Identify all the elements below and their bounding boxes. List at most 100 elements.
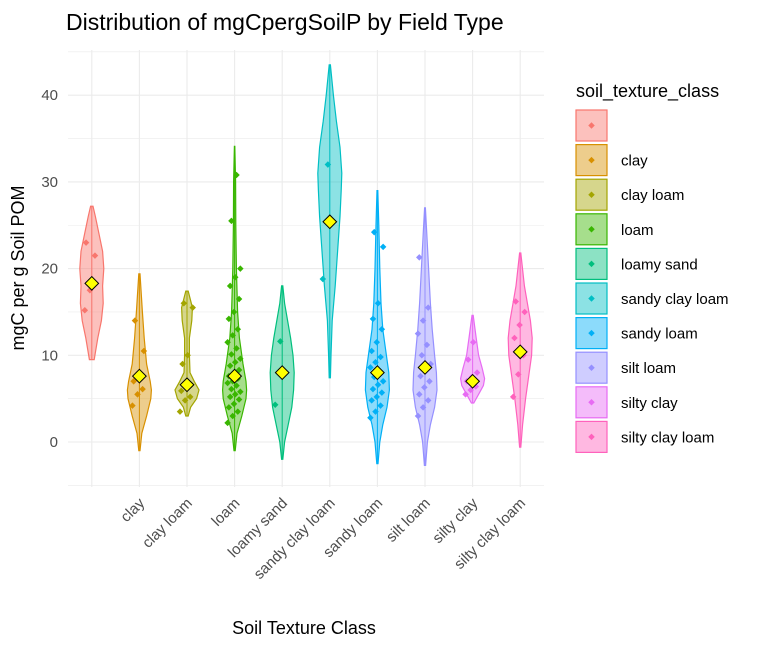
legend-item: sandy clay loam (575, 282, 729, 315)
data-point (419, 317, 427, 324)
chart-title: Distribution of mgCpergSoilP by Field Ty… (66, 9, 504, 35)
mean-marker (84, 275, 100, 291)
x-tick-label: clay (117, 494, 148, 525)
legend-key-point (588, 399, 595, 406)
data-point (139, 385, 146, 393)
data-point (319, 275, 327, 283)
violin-group (269, 285, 295, 460)
data-point (367, 414, 374, 421)
data-point (237, 265, 244, 272)
data-point (186, 393, 194, 401)
data-point (419, 404, 427, 411)
data-point (91, 252, 99, 259)
data-point (233, 171, 240, 179)
legend-label: silty clay (621, 395, 678, 412)
data-point (372, 358, 379, 366)
mean-marker (227, 368, 243, 384)
legend-label: loamy sand (621, 256, 698, 273)
data-point (372, 408, 379, 415)
data-point (224, 419, 231, 427)
data-point (377, 353, 384, 361)
x-tick-label: clay loam (139, 495, 196, 552)
data-point (230, 308, 238, 316)
legend-key-point (588, 295, 595, 302)
legend-key-point (588, 364, 595, 371)
data-point (228, 385, 235, 393)
legend-label: clay (621, 153, 648, 170)
data-point (421, 384, 428, 391)
data-point (368, 347, 375, 355)
y-tick-label: 20 (41, 261, 58, 278)
x-axis-title: Soil Texture Class (232, 618, 376, 638)
data-point (511, 334, 518, 342)
legend-key-point (588, 191, 595, 198)
data-point (374, 300, 382, 307)
data-point (237, 355, 244, 363)
legend-key-point (588, 156, 595, 164)
data-point (181, 397, 189, 404)
data-point (367, 364, 374, 371)
data-point (515, 371, 522, 378)
x-tick-label: silt loam (383, 495, 434, 546)
data-point (423, 341, 431, 349)
y-tick-label: 30 (41, 174, 58, 191)
legend-item: loam (575, 213, 654, 246)
data-point (509, 393, 517, 401)
y-tick-label: 40 (41, 87, 58, 104)
legend-item: clay (575, 144, 648, 177)
data-point (228, 217, 235, 225)
data-point (179, 360, 186, 368)
violin-group (507, 252, 533, 448)
data-point (426, 378, 433, 385)
data-point (134, 391, 141, 398)
legend-item: loamy sand (575, 247, 698, 280)
data-point (235, 396, 243, 403)
legend-key-point (588, 260, 595, 268)
data-point (374, 381, 382, 389)
x-tick-label: sandy clay loam (251, 495, 339, 583)
legend-item: sandy loam (575, 317, 698, 350)
legend-label: clay loam (621, 187, 684, 204)
data-point (379, 243, 387, 251)
y-tick-label: 10 (41, 347, 58, 364)
data-point (234, 326, 242, 333)
data-point (516, 321, 523, 329)
data-point (234, 408, 242, 415)
data-point (271, 401, 279, 408)
mean-marker (274, 365, 290, 381)
mean-marker (322, 214, 338, 230)
violin-group (412, 207, 438, 466)
data-point (130, 378, 137, 385)
data-point (226, 393, 234, 401)
x-tick-label: loam (208, 495, 243, 530)
data-point (224, 379, 231, 387)
legend-title: soil_texture_class (576, 81, 719, 102)
data-point (235, 295, 243, 303)
data-point (369, 385, 377, 393)
legend-key-point (588, 226, 595, 233)
data-point (414, 330, 422, 337)
data-point (377, 402, 384, 409)
y-tick-label: 0 (50, 434, 58, 451)
violins (79, 64, 533, 466)
mean-marker (179, 377, 195, 393)
legend-key (575, 247, 608, 280)
data-point (416, 254, 423, 261)
data-point (424, 304, 432, 311)
data-point (224, 339, 231, 346)
mean-marker (465, 373, 481, 389)
legend-item: silt loam (575, 351, 676, 384)
data-point (414, 412, 422, 420)
legend-label: silty clay loam (621, 429, 714, 446)
data-point (82, 239, 90, 246)
data-point (176, 408, 184, 415)
data-point (184, 352, 191, 359)
legend-label: sandy clay loam (621, 291, 729, 308)
data-point (417, 372, 424, 380)
legend-label: loam (621, 222, 654, 239)
data-point (469, 339, 477, 346)
violin-group (221, 145, 248, 452)
violin-group (317, 64, 343, 379)
legend-item: clay loam (575, 178, 684, 211)
violin-group (364, 190, 391, 465)
